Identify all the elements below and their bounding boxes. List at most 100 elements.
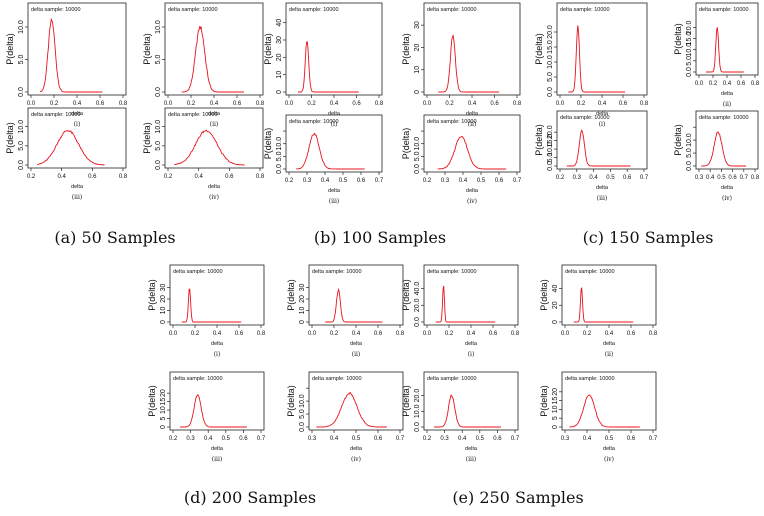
subplot-index: (iv): [604, 456, 614, 463]
x-axis-label: delta: [71, 111, 84, 117]
subplot-index: (iv): [467, 198, 477, 205]
panel-e-1: delta sample: 10000 0.0 0.2 0.4 0.6 0.8 delta (…: [401, 264, 520, 358]
y-tick-label: 5.0: [18, 141, 25, 151]
legend-text: delta sample: 10000: [427, 119, 477, 125]
density-curve: [316, 391, 387, 428]
y-tick-label: 0.0: [547, 161, 554, 171]
x-tick-label: 0.3: [186, 436, 195, 442]
legend-text: delta sample: 10000: [565, 269, 615, 275]
subplot-index: (ii): [723, 101, 732, 108]
subplot-index: (iv): [351, 456, 361, 463]
x-tick-label: 0.8: [375, 101, 384, 107]
x-tick-label: 0.8: [640, 101, 649, 107]
legend-text: delta sample: 10000: [427, 376, 477, 382]
x-tick-label: 0.2: [27, 174, 36, 180]
x-tick-label: 0.4: [468, 101, 477, 107]
x-tick-label: 0.4: [598, 101, 607, 107]
caption-b: (b) 100 Samples: [313, 228, 447, 247]
panel-e-2: delta sample: 10000 0.0 0.2 0.4 0.6 0.8 delta (…: [539, 264, 658, 358]
y-tick-label: 15.0: [547, 134, 554, 148]
y-tick-label: 0.0: [686, 67, 693, 77]
subplot-index: (ii): [210, 121, 219, 128]
x-tick-label: 0.2: [577, 101, 586, 107]
x-tick-label: 0.7: [511, 436, 520, 442]
density-curve: [437, 135, 507, 170]
subplot-index: (iii): [466, 456, 476, 463]
y-axis-label: P(delta): [401, 279, 411, 311]
x-tick-label: 0.8: [256, 174, 265, 180]
x-tick-label: 0.2: [445, 331, 454, 337]
plot-frame: [169, 371, 265, 431]
subplot-index: (iv): [209, 194, 219, 201]
y-axis-label: P(delta): [147, 385, 157, 417]
density-curve: [701, 131, 747, 167]
x-tick-label: 0.4: [204, 436, 213, 442]
y-tick-label: 10: [160, 406, 167, 414]
y-tick-label: 10.0: [276, 137, 283, 151]
x-tick-label: 0.4: [458, 436, 467, 442]
y-tick-label: 20: [160, 295, 167, 303]
y-tick-label: 40: [276, 19, 283, 27]
x-tick-label: 0.6: [225, 174, 234, 180]
y-tick-label: 0.0: [276, 164, 283, 174]
x-tick-label: 0.6: [495, 178, 504, 184]
legend-text: delta sample: 10000: [173, 269, 223, 275]
legend-text: delta sample: 10000: [565, 376, 615, 382]
legend-text: delta sample: 10000: [289, 119, 339, 125]
y-tick-label: 0: [552, 425, 559, 429]
subplot-index: (iii): [597, 195, 607, 202]
x-tick-label: 0.8: [396, 331, 405, 337]
subplot-index: (ii): [352, 351, 361, 358]
subplot-index: (i): [214, 351, 221, 358]
x-tick-label: 0.5: [477, 178, 486, 184]
y-tick-label: 10: [276, 71, 283, 79]
x-tick-label: 0.2: [423, 178, 432, 184]
y-tick-label: 0.0: [299, 422, 306, 432]
y-tick-label: 5.0: [276, 151, 283, 161]
panel-d-4: delta sample: 10000 0.3 0.4 0.5 0.6 0.7 delta (…: [286, 371, 405, 463]
x-tick-label: 0.5: [717, 175, 726, 181]
y-tick-label: 10.0: [414, 137, 421, 151]
y-tick-label: 10: [414, 66, 421, 74]
y-tick-label: 0.0: [414, 422, 421, 432]
panel-b-4: delta sample: 10000 0.2 0.3 0.4 0.5 0.6 0.7 del…: [401, 114, 522, 205]
x-tick-label: 0.6: [490, 101, 499, 107]
panel-c-2: delta sample: 10000 0.0 0.2 0.4 0.6 0.8 delta (…: [673, 2, 760, 108]
x-tick-label: 0.6: [623, 175, 632, 181]
x-tick-label: 0.2: [307, 101, 316, 107]
x-tick-label: 0.5: [222, 436, 231, 442]
panel-b-2: delta sample: 10000 0.0 0.2 0.4 0.6 0.8 delta (…: [401, 2, 522, 128]
x-tick-label: 0.6: [239, 436, 248, 442]
x-tick-label: 0.8: [119, 174, 128, 180]
y-tick-label: 5.0: [18, 55, 25, 65]
x-axis-label: delta: [328, 188, 341, 194]
y-tick-label: 20: [552, 388, 559, 396]
subplot-index: (i): [74, 121, 81, 128]
x-tick-label: 0.8: [119, 101, 128, 107]
y-tick-label: 0.0: [155, 160, 162, 170]
x-axis-label: delta: [208, 184, 221, 190]
x-axis-label: delta: [328, 111, 341, 117]
x-tick-label: 0.3: [561, 436, 570, 442]
subplot-index: (iii): [72, 194, 82, 201]
x-tick-label: 0.2: [164, 174, 173, 180]
y-axis-label: P(delta): [673, 124, 683, 156]
x-axis-label: delta: [71, 184, 84, 190]
density-curve: [325, 288, 383, 323]
density-curve: [296, 132, 365, 170]
legend-text: delta sample: 10000: [289, 7, 339, 13]
density-curve: [37, 130, 105, 166]
legend-text: delta sample: 10000: [427, 7, 477, 13]
x-tick-label: 0.4: [321, 178, 330, 184]
plot-frame: [27, 107, 127, 169]
legend-text: delta sample: 10000: [699, 7, 749, 13]
y-tick-label: 30: [160, 284, 167, 292]
x-tick-label: 0.0: [308, 331, 317, 337]
x-axis-label: delta: [208, 111, 221, 117]
y-tick-label: 10.0: [299, 394, 306, 408]
density-curve: [435, 285, 496, 323]
x-tick-label: 0.3: [441, 178, 450, 184]
x-axis-label: delta: [211, 446, 224, 452]
x-tick-label: 0.7: [740, 175, 749, 181]
x-tick-label: 0.6: [374, 331, 383, 337]
